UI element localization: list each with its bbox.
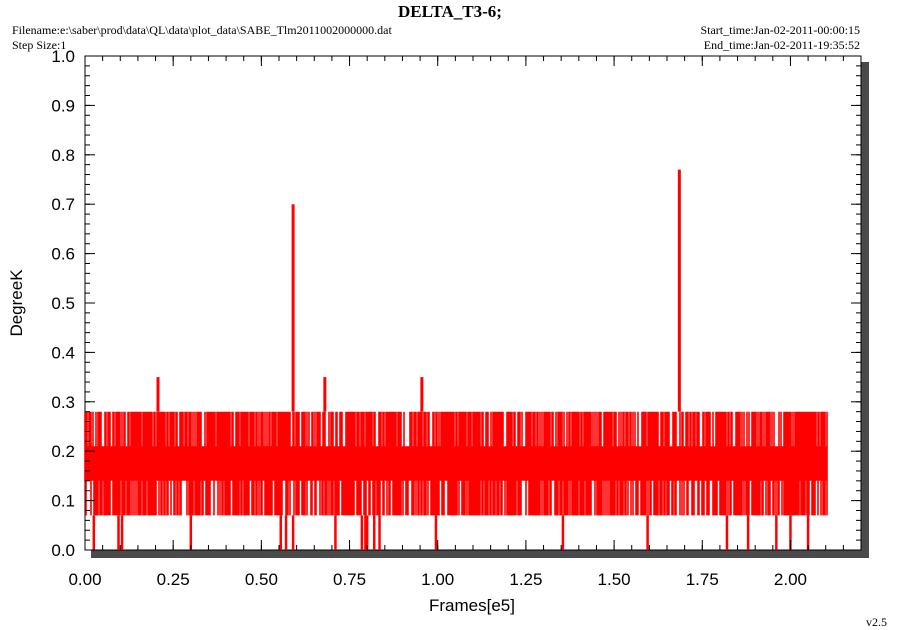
y-tick-label: 0.1 xyxy=(51,492,75,511)
axes-layer: 0.0 0.1 0.2 0.3 0.4 0.5 0.6 0.7 0.8 0.9 1.0 0.00 0.2… xyxy=(51,47,862,589)
y-tick-label: 0.7 xyxy=(51,195,75,214)
x-tick-label: 1.75 xyxy=(686,570,719,589)
y-tick-label: 0.9 xyxy=(51,96,75,115)
y-tick-label: 0.0 xyxy=(51,541,75,560)
x-tick-label: 1.25 xyxy=(509,570,542,589)
y-axis-label: DegreeK xyxy=(7,269,26,337)
x-tick-label: 0.50 xyxy=(245,570,278,589)
end-time-label: End_time:Jan-02-2011-19:35:52 xyxy=(704,38,860,52)
x-axis-label: Frames[e5] xyxy=(429,596,515,615)
series-layer xyxy=(84,169,828,550)
chart-title: DELTA_T3-6; xyxy=(398,2,502,21)
version-label: v2.5 xyxy=(866,615,887,629)
x-tick-label: 0.75 xyxy=(333,570,366,589)
start-time-label: Start_time:Jan-02-2011-00:00:15 xyxy=(700,23,860,37)
y-tick-label: 0.5 xyxy=(51,294,75,313)
filename-label: Filename:e:\saber\prod\data\QL\data\plot… xyxy=(12,23,392,37)
x-tick-label: 0.00 xyxy=(68,570,101,589)
y-tick-label: 0.2 xyxy=(51,442,75,461)
step-size-label: Step Size:1 xyxy=(12,38,66,52)
y-tick-label: 0.6 xyxy=(51,245,75,264)
series-band xyxy=(84,411,828,516)
y-tick-label: 1.0 xyxy=(51,47,75,66)
y-tick-label: 0.8 xyxy=(51,146,75,165)
y-tick-label: 0.4 xyxy=(51,343,75,362)
x-tick-label: 2.00 xyxy=(774,570,807,589)
x-tick-label: 1.50 xyxy=(598,570,631,589)
chart-header: DELTA_T3-6; Filename:e:\saber\prod\data\… xyxy=(12,2,860,52)
y-tick-label: 0.3 xyxy=(51,393,75,412)
x-tick-label: 1.00 xyxy=(421,570,454,589)
x-tick-label: 0.25 xyxy=(157,570,190,589)
